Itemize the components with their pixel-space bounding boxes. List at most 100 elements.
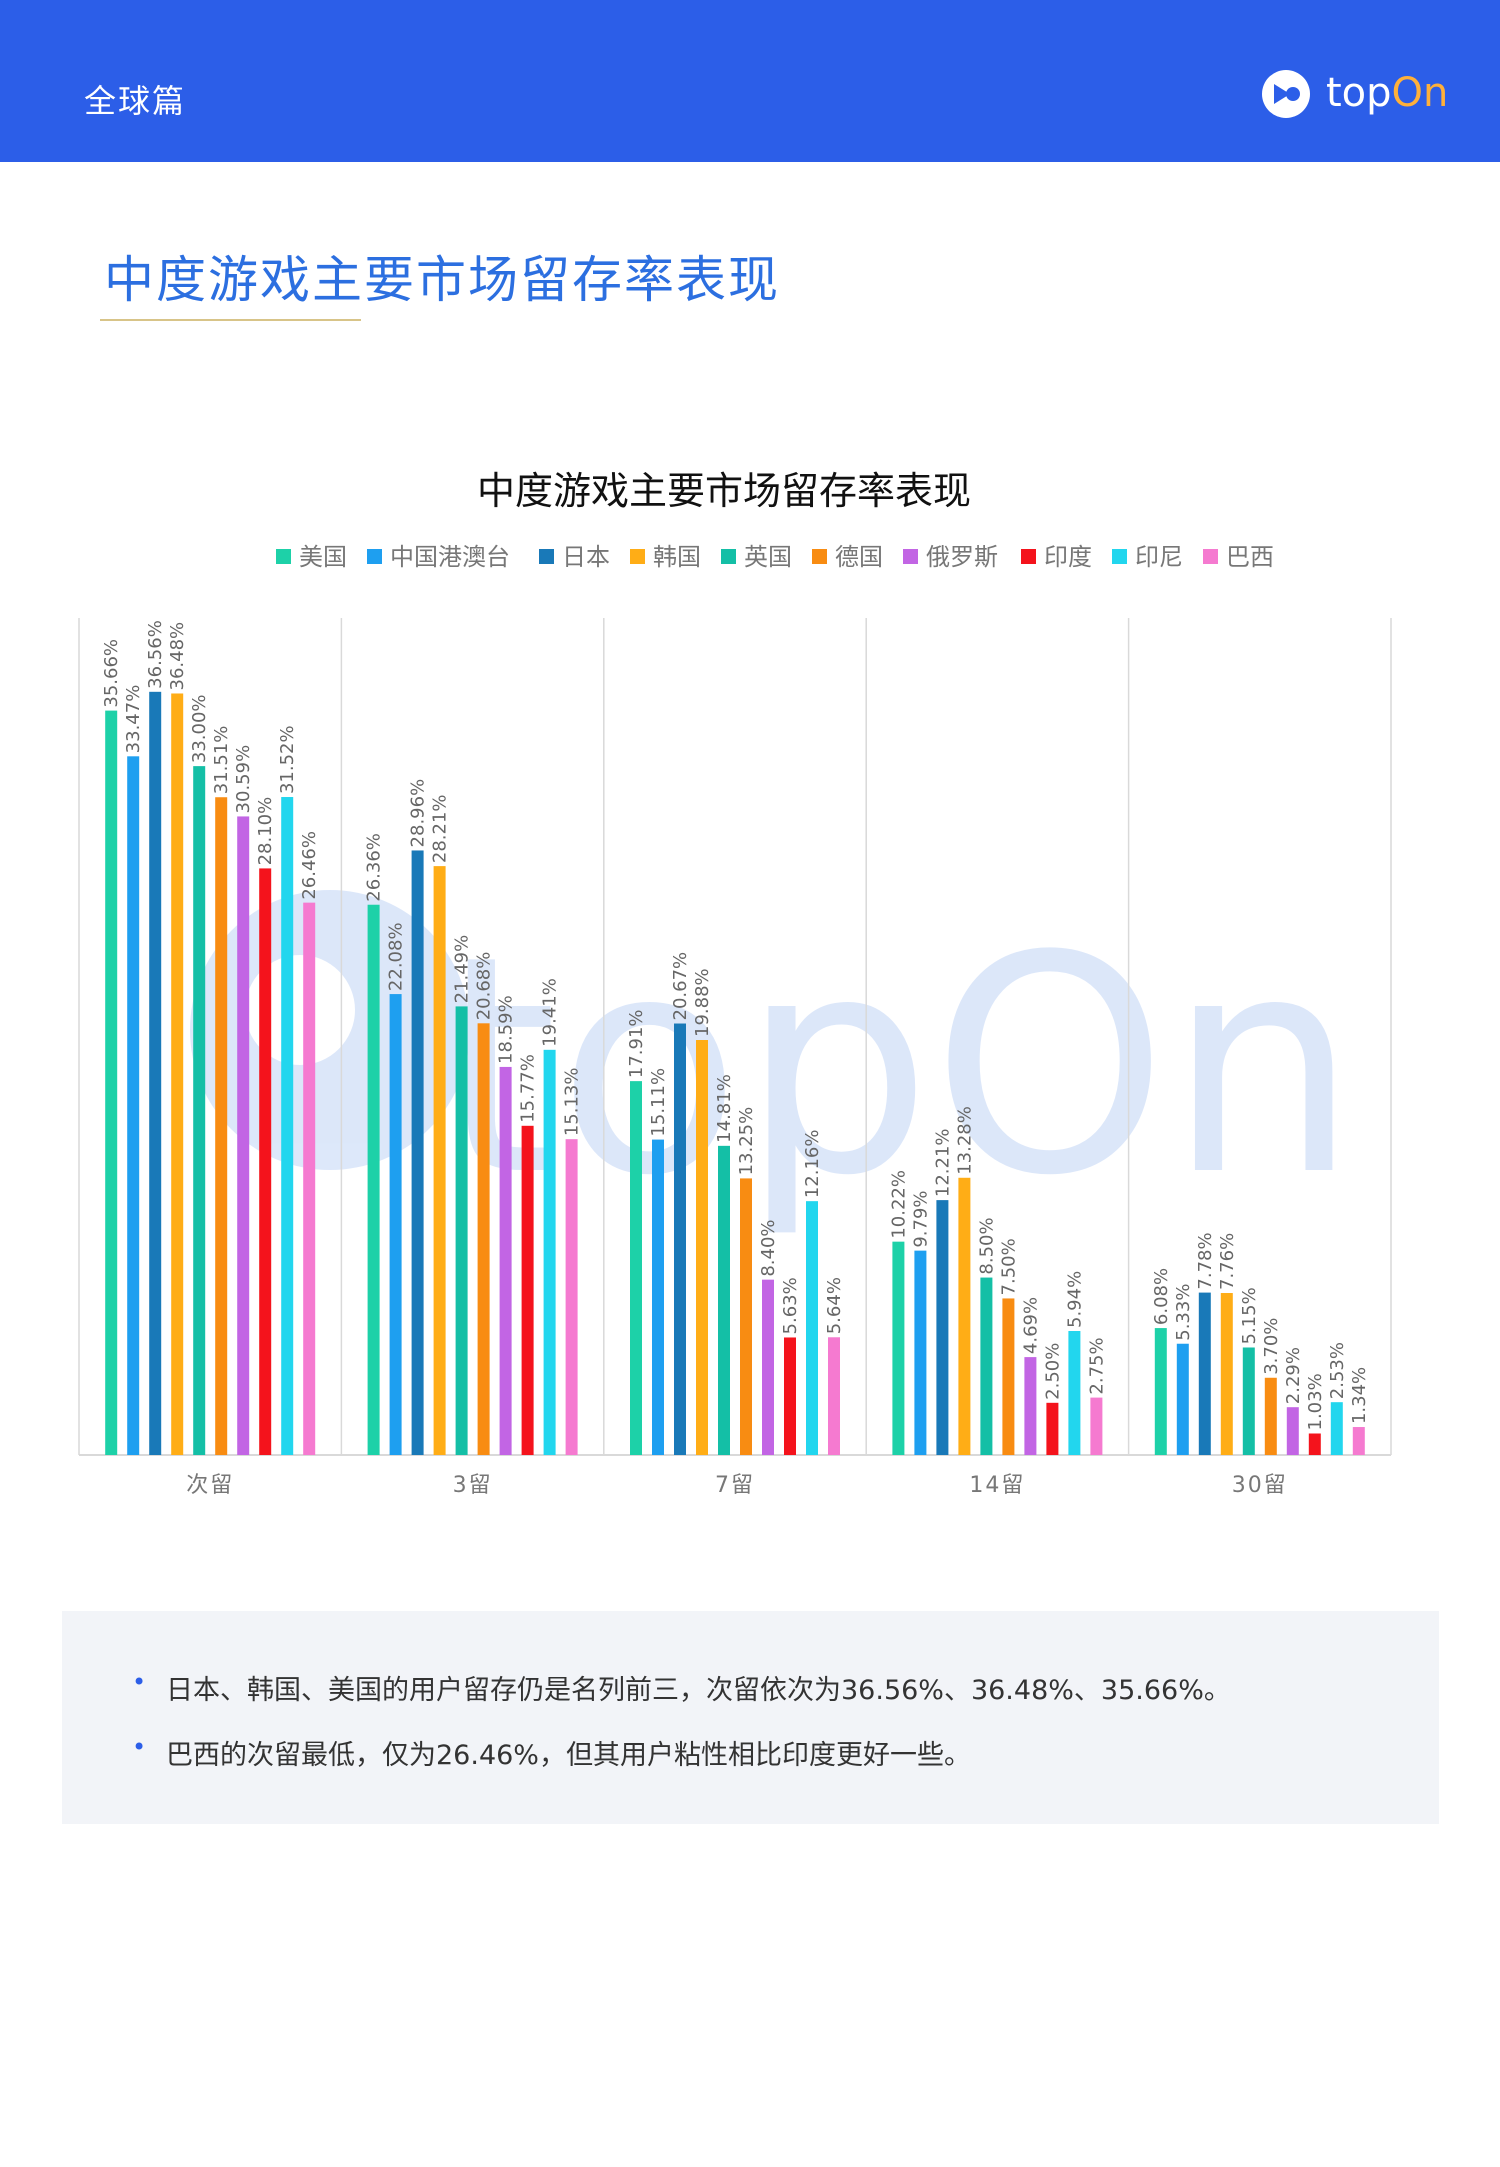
bar: [1024, 1357, 1037, 1455]
note-text: 巴西的次留最低，仅为26.46%，但其用户粘性相比印度更好一些。: [166, 1740, 971, 1771]
data-label: 17.91%: [626, 1009, 647, 1078]
data-label: 1.34%: [1349, 1367, 1370, 1424]
legend-label: 印度: [1044, 543, 1092, 571]
bar: [455, 1006, 468, 1455]
legend-swatch: [903, 549, 918, 564]
chart-bars: [105, 691, 1365, 1455]
bar: [1264, 1377, 1277, 1455]
legend-label: 日本: [562, 543, 610, 571]
bar: [259, 868, 272, 1455]
bar: [1308, 1433, 1321, 1455]
data-label: 33.00%: [189, 694, 210, 763]
watermark-text: topOn: [440, 892, 1358, 1241]
summary-notes-panel: • 日本、韩国、美国的用户留存仍是名列前三，次留依次为36.56%、36.48%…: [62, 1611, 1439, 1824]
legend-label: 巴西: [1226, 543, 1274, 571]
bar: [1002, 1298, 1015, 1455]
legend-swatch: [539, 549, 554, 564]
data-label: 28.10%: [255, 797, 276, 866]
data-label: 6.08%: [1151, 1268, 1172, 1325]
x-tick-label: 3留: [453, 1473, 493, 1498]
data-label: 5.63%: [780, 1277, 801, 1334]
bar: [1220, 1293, 1233, 1455]
bar: [389, 994, 402, 1455]
data-label: 9.79%: [910, 1190, 931, 1247]
bar: [193, 766, 206, 1455]
legend-swatch: [812, 549, 827, 564]
data-label: 13.25%: [736, 1107, 757, 1176]
data-label: 2.50%: [1042, 1343, 1063, 1400]
legend-label: 韩国: [653, 543, 701, 571]
bar: [565, 1139, 578, 1455]
bar: [237, 816, 250, 1455]
data-label: 5.15%: [1239, 1287, 1260, 1344]
section-label: 全球篇: [84, 82, 187, 120]
data-label: 12.21%: [932, 1128, 953, 1197]
title-underline: [100, 319, 361, 321]
chart-data-labels: 35.66%33.47%36.56% 36.48%33.00% 31.51% 30.5…: [101, 620, 1370, 1430]
bar: [171, 693, 184, 1455]
bar: [980, 1277, 993, 1455]
bar: [1330, 1402, 1343, 1455]
bar: [1242, 1347, 1255, 1455]
topon-watermark: topOn: [190, 890, 1358, 1241]
x-tick-label: 次留: [186, 1473, 234, 1498]
legend-label: 俄罗斯: [926, 543, 998, 571]
bar: [281, 797, 294, 1455]
legend-swatch: [1203, 549, 1218, 564]
data-label: 12.16%: [802, 1130, 823, 1199]
data-label: 30.59%: [233, 745, 254, 814]
bar: [499, 1066, 512, 1455]
bar: [740, 1178, 752, 1455]
bar: [674, 1023, 686, 1455]
data-label: 28.96%: [408, 779, 429, 848]
legend-label: 印尼: [1135, 543, 1183, 571]
bar: [1154, 1328, 1167, 1455]
data-label: 21.49%: [452, 935, 473, 1004]
legend-swatch: [367, 549, 382, 564]
bar: [958, 1177, 971, 1455]
bar: [936, 1200, 949, 1455]
data-label: 7.78%: [1195, 1232, 1216, 1289]
data-label: 31.52%: [277, 725, 298, 794]
data-label: 13.28%: [954, 1106, 975, 1175]
data-label: 31.51%: [211, 726, 232, 795]
data-label: 7.50%: [998, 1238, 1019, 1295]
data-label: 15.13%: [562, 1068, 583, 1137]
bar: [1176, 1343, 1189, 1455]
chart-legend: 美国 中国港澳台 日本 韩国 英国 德国 俄罗斯 印度 印尼 巴西: [276, 543, 1274, 571]
topon-logo-icon: [1262, 70, 1310, 118]
legend-swatch: [276, 549, 291, 564]
bar: [215, 797, 228, 1455]
bar: [521, 1125, 534, 1455]
data-label: 5.94%: [1064, 1271, 1085, 1328]
legend-swatch: [1021, 549, 1036, 564]
note-item: • 巴西的次留最低，仅为26.46%，但其用户粘性相比印度更好一些。: [132, 1733, 971, 1772]
bar: [828, 1337, 840, 1455]
data-label: 19.88%: [692, 968, 713, 1037]
x-tick-label: 14留: [969, 1473, 1025, 1498]
data-label: 36.56%: [145, 620, 166, 689]
legend-label: 中国港澳台: [390, 543, 510, 571]
bar: [718, 1145, 730, 1455]
data-label: 5.64%: [824, 1277, 845, 1334]
bar: [1352, 1427, 1365, 1455]
bar: [762, 1279, 774, 1455]
bar: [127, 756, 140, 1455]
data-label: 2.53%: [1327, 1342, 1348, 1399]
bar: [477, 1023, 490, 1455]
x-tick-label: 30留: [1232, 1473, 1288, 1498]
bar: [149, 691, 162, 1455]
chart-title: 中度游戏主要市场留存率表现: [477, 469, 971, 513]
bar: [367, 904, 380, 1455]
data-label: 15.11%: [648, 1068, 669, 1137]
data-label: 2.75%: [1086, 1337, 1107, 1394]
data-label: 36.48%: [167, 622, 188, 691]
bar: [892, 1241, 905, 1455]
x-tick-label: 7留: [715, 1473, 755, 1498]
bar: [1046, 1402, 1059, 1455]
data-label: 26.36%: [364, 833, 385, 902]
data-label: 33.47%: [123, 685, 144, 754]
data-label: 28.21%: [430, 794, 451, 863]
wordmark-on: On: [1391, 70, 1449, 116]
data-label: 1.03%: [1305, 1373, 1326, 1430]
